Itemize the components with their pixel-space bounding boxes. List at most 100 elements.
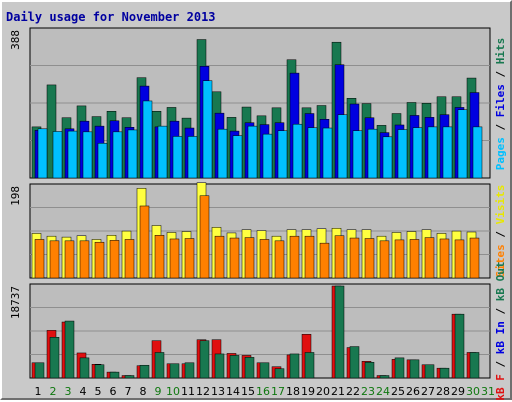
bar-pages-day-29 xyxy=(457,109,468,179)
y-max-label-middle: 198 xyxy=(9,186,22,206)
bar-pages-day-10 xyxy=(172,136,183,179)
bar-pages-day-6 xyxy=(112,131,123,179)
bar-sites-day-15 xyxy=(244,237,255,279)
day-label-7: 7 xyxy=(125,385,132,398)
bar-kb-out-day-14 xyxy=(229,355,240,379)
bar-pages-day-8 xyxy=(142,100,153,179)
bar-kb-out-day-6 xyxy=(109,371,120,379)
legend-item: Files xyxy=(494,84,507,117)
legend-item: / xyxy=(494,301,507,321)
legend-item: Hits xyxy=(494,38,507,65)
bar-sites-day-5 xyxy=(94,241,105,279)
bar-kb-out-day-1 xyxy=(34,362,45,379)
bar-sites-day-17 xyxy=(274,240,285,279)
day-label-20: 20 xyxy=(316,385,330,398)
bar-kb-out-day-2 xyxy=(49,336,60,379)
bar-sites-day-19 xyxy=(304,235,315,279)
bar-pages-day-25 xyxy=(397,129,408,179)
bar-sites-day-26 xyxy=(409,239,420,279)
bar-kb-out-day-3 xyxy=(64,320,75,379)
bar-kb-out-day-9 xyxy=(154,352,165,379)
bar-kb-out-day-27 xyxy=(424,364,435,379)
bar-sites-day-11 xyxy=(184,238,195,279)
bar-sites-day-18 xyxy=(289,235,300,279)
bar-sites-day-2 xyxy=(49,240,60,279)
bar-kb-out-day-5 xyxy=(94,364,105,379)
bar-kb-out-day-13 xyxy=(214,353,225,379)
day-label-25: 25 xyxy=(391,385,405,398)
bar-pages-day-20 xyxy=(322,127,333,179)
legend-item: kB F xyxy=(494,374,507,401)
bar-pages-day-23 xyxy=(367,128,378,179)
bar-pages-day-22 xyxy=(352,130,363,179)
day-label-8: 8 xyxy=(140,385,147,398)
bar-sites-day-14 xyxy=(229,237,240,279)
bar-sites-day-9 xyxy=(154,235,165,279)
bar-kb-out-day-18 xyxy=(289,353,300,379)
bar-sites-day-24 xyxy=(379,240,390,279)
bar-pages-day-26 xyxy=(412,127,423,179)
legend-item: Sites xyxy=(494,244,507,277)
day-label-11: 11 xyxy=(181,385,195,398)
bar-kb-out-day-23 xyxy=(364,362,375,379)
day-label-29: 29 xyxy=(451,385,465,398)
day-label-16: 16 xyxy=(256,385,270,398)
bar-kb-out-day-21 xyxy=(334,285,345,379)
bar-sites-day-12 xyxy=(199,195,210,279)
day-label-24: 24 xyxy=(376,385,390,398)
bar-sites-day-21 xyxy=(334,235,345,279)
day-label-12: 12 xyxy=(196,385,210,398)
bar-sites-day-10 xyxy=(169,238,180,279)
legend-item: kB Out xyxy=(494,261,507,301)
day-label-13: 13 xyxy=(211,385,225,398)
bar-pages-day-11 xyxy=(187,136,198,179)
bar-pages-day-21 xyxy=(337,114,348,179)
legend-item: Visits xyxy=(494,185,507,225)
bar-pages-day-2 xyxy=(52,131,63,179)
bar-kb-out-day-22 xyxy=(349,346,360,379)
legend-item: / xyxy=(494,64,507,84)
bar-kb-out-day-4 xyxy=(79,357,90,379)
bar-pages-day-4 xyxy=(82,131,93,179)
bar-pages-day-5 xyxy=(97,143,108,179)
bar-sites-day-16 xyxy=(259,239,270,279)
bar-kb-out-day-26 xyxy=(409,359,420,379)
bar-sites-day-25 xyxy=(394,239,405,279)
bar-pages-day-30 xyxy=(472,126,483,179)
bar-pages-day-9 xyxy=(157,125,168,179)
day-label-4: 4 xyxy=(80,385,87,398)
legend-item: / xyxy=(494,117,507,137)
bar-kb-out-day-25 xyxy=(394,357,405,379)
bar-kb-out-day-28 xyxy=(439,367,450,379)
bar-kb-out-day-30 xyxy=(469,352,480,379)
bar-sites-day-6 xyxy=(109,240,120,279)
legend-middle: Sites / Visits xyxy=(494,185,507,278)
legend-item: / xyxy=(494,224,507,244)
bar-kb-out-day-24 xyxy=(379,375,390,379)
day-label-1: 1 xyxy=(35,385,42,398)
day-label-22: 22 xyxy=(346,385,360,398)
bar-sites-day-23 xyxy=(364,238,375,279)
bar-pages-day-27 xyxy=(427,126,438,179)
bar-kb-out-day-11 xyxy=(184,362,195,379)
bar-kb-out-day-12 xyxy=(199,340,210,379)
bar-sites-day-3 xyxy=(64,240,75,279)
bar-sites-day-28 xyxy=(439,238,450,279)
bar-pages-day-12 xyxy=(202,80,213,179)
day-label-27: 27 xyxy=(421,385,435,398)
day-label-28: 28 xyxy=(436,385,450,398)
bar-sites-day-27 xyxy=(424,237,435,279)
legend-bottom: kB F / kB In / kB Out xyxy=(494,261,507,400)
bar-kb-out-day-17 xyxy=(274,368,285,379)
legend-item: / xyxy=(494,354,507,374)
bar-pages-day-13 xyxy=(217,128,228,179)
day-label-31: 31 xyxy=(481,385,495,398)
bar-pages-day-17 xyxy=(277,130,288,179)
bar-sites-day-1 xyxy=(34,239,45,279)
bar-sites-day-20 xyxy=(319,242,330,279)
bar-kb-out-day-8 xyxy=(139,364,150,379)
day-label-17: 17 xyxy=(271,385,285,398)
legend-item: kB In xyxy=(494,321,507,354)
bar-kb-out-day-16 xyxy=(259,362,270,379)
